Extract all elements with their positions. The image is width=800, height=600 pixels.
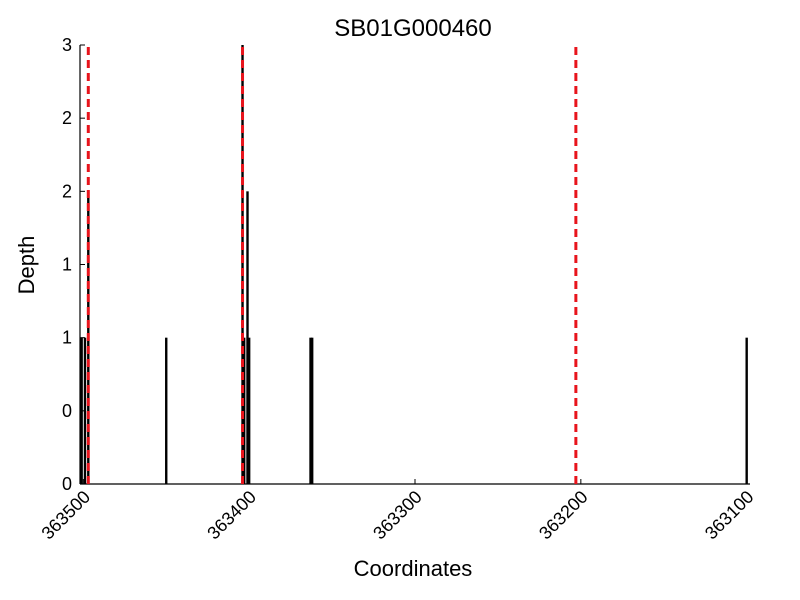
y-tick-label: 1	[62, 255, 72, 275]
bar	[246, 191, 249, 485]
y-axis-label: Depth	[14, 236, 39, 295]
y-tick-label: 2	[62, 108, 72, 128]
bar	[83, 337, 87, 484]
y-tick-label: 2	[62, 181, 72, 201]
x-tick-label: 363100	[701, 487, 758, 544]
y-tick-label: 0	[62, 474, 72, 494]
y-tick-label: 0	[62, 401, 72, 421]
bar	[80, 337, 83, 484]
chart-title: SB01G000460	[334, 15, 491, 42]
bar	[247, 337, 251, 484]
x-tick-label: 363400	[203, 487, 260, 544]
bar	[165, 337, 168, 484]
bar	[309, 337, 312, 484]
x-tick-label: 363500	[38, 487, 95, 544]
bar	[241, 45, 244, 484]
x-tick-label: 363300	[369, 487, 426, 544]
bar	[242, 337, 246, 484]
bar	[310, 337, 314, 484]
bar	[745, 337, 748, 484]
x-tick-label: 363200	[535, 487, 592, 544]
y-tick-label: 1	[62, 328, 72, 348]
y-tick-label: 3	[62, 35, 72, 55]
x-axis-label: Coordinates	[354, 556, 473, 581]
